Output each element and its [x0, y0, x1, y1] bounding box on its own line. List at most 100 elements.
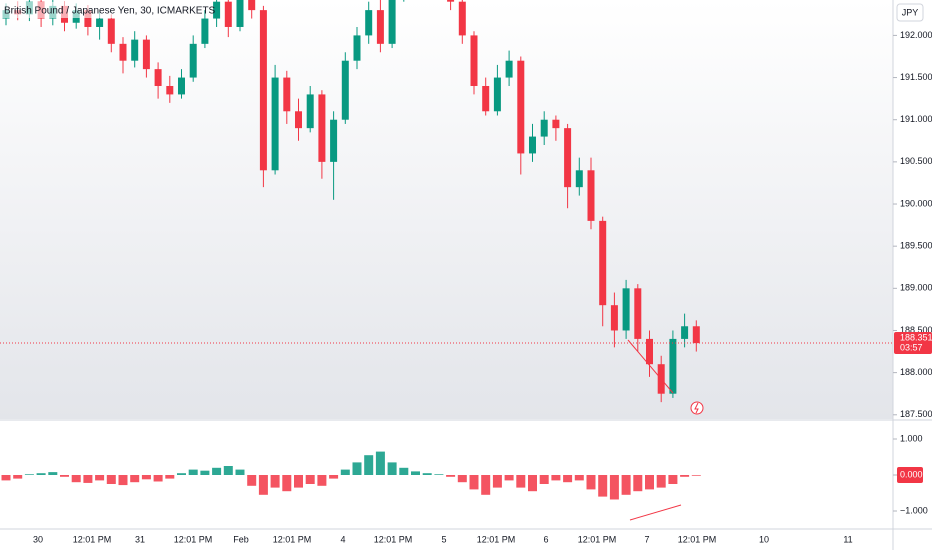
candle-body — [587, 170, 595, 221]
osc-bar — [598, 475, 608, 497]
osc-bar — [130, 475, 140, 483]
candle-body — [248, 0, 256, 11]
candle-body — [178, 77, 185, 95]
osc-bar — [188, 469, 198, 475]
osc-bar — [212, 467, 222, 475]
osc-bar — [24, 474, 34, 475]
osc-bar — [645, 475, 654, 490]
osc-bar — [270, 475, 280, 488]
candle-body — [599, 220, 607, 306]
osc-bar — [551, 475, 561, 481]
osc-bar — [574, 475, 584, 481]
osc-bar — [621, 475, 631, 495]
candle-body — [552, 119, 560, 129]
last-price-box — [894, 332, 932, 355]
y-tick-label: 188.500 — [900, 325, 932, 335]
alert-icon[interactable] — [690, 401, 704, 415]
candle-body — [96, 18, 104, 27]
time-label: 12:01 PM — [374, 534, 413, 544]
candle-body — [259, 10, 267, 171]
candle-body — [107, 18, 115, 44]
divergence-line — [629, 504, 682, 521]
time-label: 11 — [843, 534, 852, 544]
y-tick-label: 189.000 — [900, 283, 932, 293]
candle-body — [154, 69, 162, 86]
candle-body — [610, 305, 618, 331]
osc-bar — [422, 473, 432, 475]
time-label: 10 — [759, 534, 769, 544]
candle-body — [224, 1, 232, 27]
osc-bar — [633, 475, 643, 492]
candle-body — [201, 18, 209, 44]
currency-button[interactable] — [896, 3, 924, 22]
time-label: 30 — [33, 534, 43, 544]
osc-bar — [563, 475, 573, 483]
osc-bar — [223, 466, 233, 475]
candle-body — [564, 128, 572, 188]
osc-bar — [247, 475, 257, 486]
osc-bar — [48, 472, 58, 475]
candle-body — [131, 39, 139, 61]
time-label: 12:01 PM — [678, 534, 717, 544]
osc-bar — [387, 462, 397, 475]
candle-body — [646, 338, 653, 365]
osc-bar — [106, 475, 116, 484]
osc-bar — [481, 475, 491, 495]
osc-bar — [200, 470, 210, 475]
osc-bar — [434, 474, 444, 475]
chart-title: British Pound / Japanese Yen, 30, ICMARK… — [4, 6, 216, 17]
title-bg — [0, 2, 160, 18]
candle-body — [669, 338, 677, 394]
osc-bar — [83, 475, 93, 483]
osc-bar — [656, 475, 666, 488]
currency-label: JPY — [902, 7, 919, 17]
time-label: 12:01 PM — [73, 534, 112, 544]
osc-bar — [36, 473, 46, 475]
osc-tick-label: 1.000 — [900, 433, 923, 443]
alert-bolt — [694, 402, 699, 414]
osc-bar — [340, 469, 350, 475]
candle-body — [470, 35, 478, 86]
osc-bar — [352, 462, 362, 475]
candle-body — [692, 326, 700, 344]
osc-bar — [691, 475, 701, 476]
candle-body — [482, 85, 490, 112]
candle-body — [540, 119, 548, 137]
osc-bar — [609, 475, 619, 500]
candle-body — [353, 35, 361, 61]
candle-body — [388, 0, 396, 44]
osc-bar — [492, 475, 502, 488]
candle-body — [376, 10, 384, 44]
candle-body — [318, 94, 326, 162]
price-pane — [0, 0, 893, 419]
y-tick-label: 187.500 — [900, 409, 932, 419]
candle-body — [330, 119, 338, 162]
time-label: 6 — [543, 534, 548, 544]
osc-bar — [13, 475, 23, 479]
candle-body — [84, 10, 92, 27]
candle-body — [365, 10, 373, 36]
osc-bar — [165, 475, 175, 479]
osc-bar — [516, 475, 526, 488]
osc-bar — [258, 475, 268, 495]
candle-body — [306, 94, 314, 129]
osc-bar — [95, 475, 105, 481]
osc-bar — [446, 475, 456, 477]
y-tick-label: 191.500 — [900, 72, 932, 82]
countdown: 03:57 — [900, 342, 923, 352]
candle-body — [517, 60, 525, 154]
candle-body — [119, 43, 127, 61]
candle-body — [458, 1, 466, 36]
osc-bar — [305, 475, 315, 484]
candle-body — [271, 77, 279, 171]
osc-bar — [329, 475, 339, 479]
time-label: 31 — [135, 534, 145, 544]
osc-bar — [153, 475, 163, 482]
osc-bar — [317, 475, 327, 486]
candle-body — [213, 1, 221, 19]
osc-bar — [457, 475, 467, 483]
osc-tick-label: 0.000 — [900, 469, 923, 479]
osc-bar — [668, 475, 678, 484]
osc-bar — [235, 469, 245, 475]
time-label: 12:01 PM — [273, 534, 312, 544]
